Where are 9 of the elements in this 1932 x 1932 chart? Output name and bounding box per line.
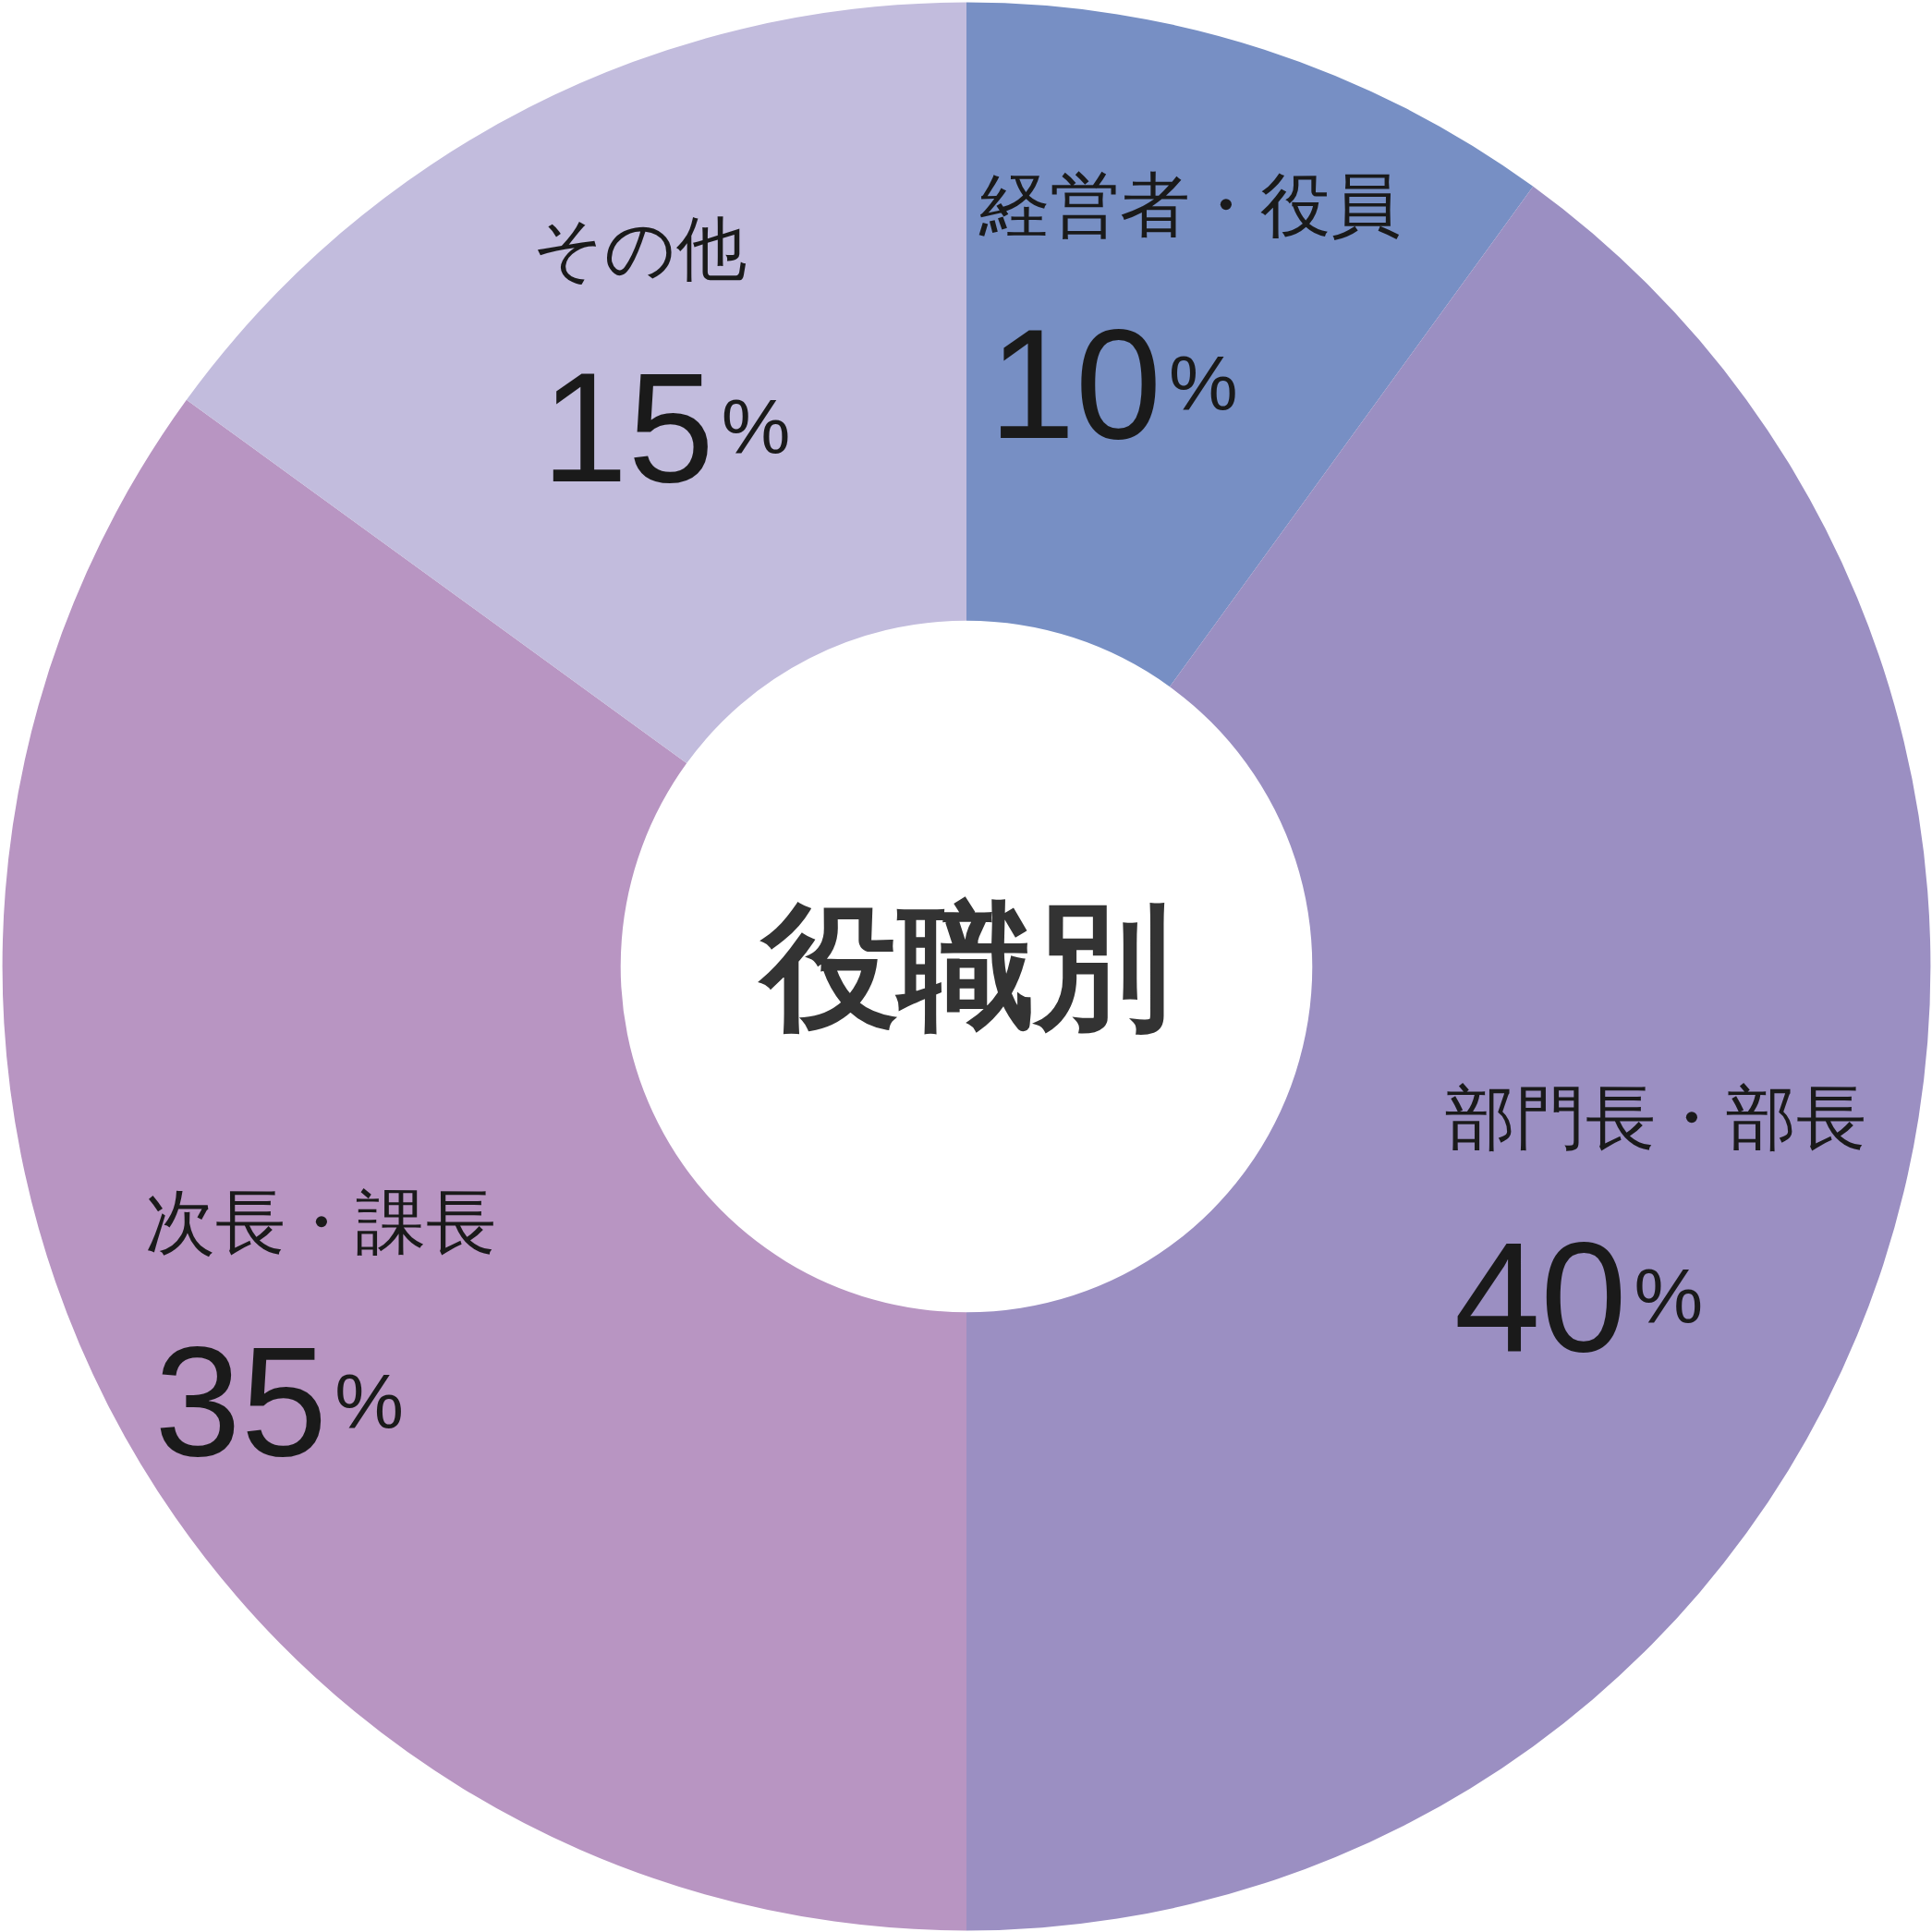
slice-label: 経営者・役員 (978, 163, 1402, 246)
data-label: 35% (154, 1315, 404, 1489)
slice-label: 次長・課長 (145, 1181, 497, 1264)
slice-label: 部門長・部長 (1444, 1075, 1866, 1159)
data-label: 15% (541, 340, 791, 515)
data-label: 40% (1453, 1209, 1704, 1384)
text: 役職別 (758, 887, 1172, 1046)
slice-label: その他 (532, 206, 747, 289)
data-label: 10% (989, 297, 1238, 471)
